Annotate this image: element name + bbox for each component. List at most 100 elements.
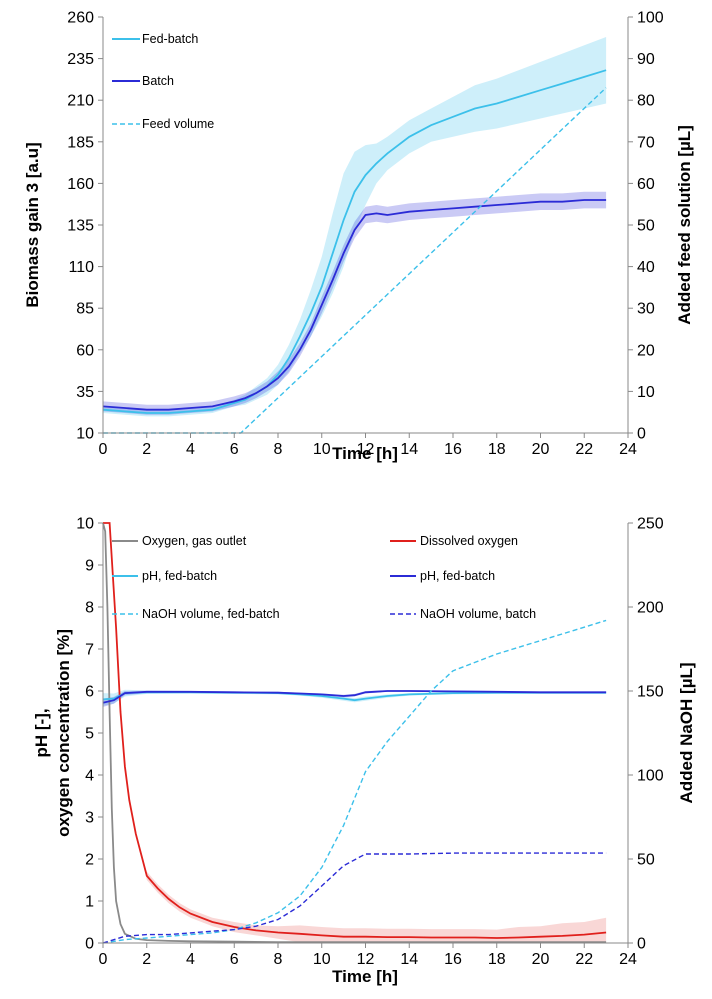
chart-ph-oxygen-ticks: 0 2 4 6 8 10 12 14 16 18 20 22 240123456789100501001… (76, 516, 664, 969)
chart-ph-oxygen-series-0-oxygen-gas-outlet (102, 522, 607, 944)
chart-ph-oxygen-y-axis-label-line-1: pH [-], (32, 708, 51, 757)
chart-biomass-x-tick-label: 8 (274, 441, 283, 458)
chart-biomass-y-tick-label: 235 (67, 51, 94, 68)
chart-biomass-series-0-fed-batch (102, 69, 607, 414)
chart-ph-oxygen-marks (102, 522, 607, 944)
chart-ph-oxygen-y2-tick-label: 150 (637, 684, 664, 701)
chart-ph-oxygen-x-tick-label: 4 (186, 951, 195, 968)
chart-ph-oxygen-series-5-naoh-volume-batch (102, 852, 607, 944)
chart-biomass-y2-tick-label: 40 (637, 259, 655, 276)
chart-ph-oxygen-series-4-naoh-volume-fed-batch (102, 619, 607, 944)
chart-ph-oxygen-y-tick-label: 4 (85, 768, 94, 785)
chart-ph-oxygen-y2-tick-label: 0 (637, 936, 646, 953)
chart-biomass-x-tick-label: 14 (400, 441, 418, 458)
chart-biomass-y-tick-label: 35 (76, 384, 94, 401)
chart-biomass-legend-label-0: Fed-batch (142, 32, 198, 46)
chart-biomass-legend-label-1: Batch (142, 74, 174, 88)
chart-ph-oxygen-x-tick-label: 18 (488, 951, 506, 968)
chart-ph-oxygen-y-tick-label: 10 (76, 516, 94, 533)
chart-biomass-y-tick-label: 160 (67, 176, 94, 193)
chart-biomass-y-tick-label: 210 (67, 93, 94, 110)
chart-ph-oxygen-y2-tick-label: 250 (637, 516, 664, 533)
chart-ph-oxygen-panel: 0 2 4 6 8 10 12 14 16 18 20 22 240123456789100501001… (32, 516, 696, 987)
chart-biomass-y2-tick-label: 70 (637, 134, 655, 151)
chart-ph-oxygen-y-tick-label: 9 (85, 558, 94, 575)
chart-ph-oxygen-x-tick-label: 16 (444, 951, 462, 968)
chart-biomass-marks (102, 37, 607, 434)
chart-ph-oxygen-y-tick-label: 0 (85, 936, 94, 953)
chart-biomass-ticks: 0 2 4 6 8 10 12 14 16 18 20 22 241035608511013516018… (67, 10, 664, 459)
chart-ph-oxygen-y2-axis-label: Added NaOH [µL] (677, 662, 696, 803)
chart-ph-oxygen-x-tick-label: 12 (357, 951, 375, 968)
chart-biomass-y2-tick-label: 100 (637, 10, 664, 27)
chart-biomass-x-tick-label: 6 (230, 441, 239, 458)
chart-ph-oxygen-y2-tick-label: 100 (637, 768, 664, 785)
chart-ph-oxygen-x-tick-label: 8 (274, 951, 283, 968)
chart-ph-oxygen-y-axis-label-line-2: oxygen concentration [%] (54, 629, 73, 837)
chart-biomass-band-0-fed-batch (103, 37, 607, 417)
chart-biomass-y2-tick-label: 0 (637, 426, 646, 443)
chart-ph-oxygen-x-tick-label: 2 (142, 951, 151, 968)
chart-biomass-legend: Fed-batch Batch Feed volume (112, 32, 214, 131)
chart-ph-oxygen-y-tick-label: 1 (85, 894, 94, 911)
chart-ph-oxygen-legend-label-1: Dissolved oxygen (420, 534, 518, 548)
chart-biomass-y2-tick-label: 20 (637, 342, 655, 359)
chart-biomass-legend-label-2: Feed volume (142, 117, 214, 131)
chart-ph-oxygen-y-tick-label: 8 (85, 600, 94, 617)
chart-ph-oxygen-x-axis-label: Time [h] (332, 967, 398, 986)
chart-biomass-y2-tick-label: 30 (637, 301, 655, 318)
chart-ph-oxygen-y-tick-label: 6 (85, 684, 94, 701)
chart-ph-oxygen-x-tick-label: 14 (400, 951, 418, 968)
chart-biomass-x-tick-label: 20 (532, 441, 550, 458)
chart-biomass-band-1-batch (103, 191, 607, 415)
chart-ph-oxygen-legend-label-4: NaOH volume, fed-batch (142, 607, 280, 621)
chart-biomass-y2-axis-label: Added feed solution [µL] (675, 125, 694, 325)
chart-biomass-y-tick-label: 260 (67, 10, 94, 27)
chart-ph-oxygen-y-tick-label: 3 (85, 810, 94, 827)
chart-ph-oxygen-x-tick-label: 22 (575, 951, 593, 968)
chart-ph-oxygen-y-tick-label: 5 (85, 726, 94, 743)
chart-ph-oxygen-legend: Oxygen, gas outlet Dissolved oxygen pH, fe… (112, 534, 536, 621)
chart-biomass-y-tick-label: 135 (67, 218, 94, 235)
chart-biomass-series-1-batch (102, 199, 607, 411)
chart-ph-oxygen-y-axis-label: pH [-], oxygen concentration [%] (32, 629, 73, 837)
chart-biomass-x-tick-label: 2 (142, 441, 151, 458)
chart-ph-oxygen-legend-label-0: Oxygen, gas outlet (142, 534, 247, 548)
chart-ph-oxygen-legend-label-3: pH, fed-batch (420, 569, 495, 583)
chart-ph-oxygen-y2-tick-label: 200 (637, 600, 664, 617)
chart-ph-oxygen-legend-label-2: pH, fed-batch (142, 569, 217, 583)
chart-biomass-y2-tick-label: 50 (637, 218, 655, 235)
chart-ph-oxygen-x-tick-label: 24 (619, 951, 637, 968)
chart-ph-oxygen-x-tick-label: 10 (313, 951, 331, 968)
chart-ph-oxygen-series-3-ph-fed-batch (102, 690, 607, 704)
chart-ph-oxygen-series-1-dissolved-oxygen (103, 522, 607, 939)
chart-biomass-y-tick-label: 85 (76, 301, 94, 318)
chart-ph-oxygen-x-tick-label: 0 (99, 951, 108, 968)
chart-biomass-y-tick-label: 185 (67, 134, 94, 151)
chart-biomass-x-tick-label: 10 (313, 441, 331, 458)
chart-ph-oxygen-y2-tick-label: 50 (637, 852, 655, 869)
chart-biomass-y2-tick-label: 90 (637, 51, 655, 68)
chart-biomass-panel: 0 2 4 6 8 10 12 14 16 18 20 22 241035608511013516018… (23, 10, 694, 464)
chart-ph-oxygen-x-tick-label: 6 (230, 951, 239, 968)
chart-biomass-y-tick-label: 60 (76, 342, 94, 359)
chart-biomass-y2-tick-label: 80 (637, 93, 655, 110)
chart-ph-oxygen-y-tick-label: 2 (85, 852, 94, 869)
chart-biomass-x-tick-label: 0 (99, 441, 108, 458)
chart-biomass-y2-tick-label: 10 (637, 384, 655, 401)
chart-biomass-x-tick-label: 4 (186, 441, 195, 458)
chart-biomass-y-axis-label: Biomass gain 3 [a.u] (23, 142, 42, 307)
chart-biomass-x-tick-label: 24 (619, 441, 637, 458)
chart-biomass-x-tick-label: 16 (444, 441, 462, 458)
chart-biomass-x-tick-label: 18 (488, 441, 506, 458)
chart-ph-oxygen-x-tick-label: 20 (532, 951, 550, 968)
chart-biomass-x-axis-label: Time [h] (332, 444, 398, 463)
chart-biomass-y-tick-label: 110 (68, 259, 94, 276)
chart-biomass-x-tick-label: 22 (575, 441, 593, 458)
chart-biomass-x-tick-label: 12 (357, 441, 375, 458)
chart-ph-oxygen-legend-label-5: NaOH volume, batch (420, 607, 536, 621)
chart-ph-oxygen-y-tick-label: 7 (85, 642, 94, 659)
chart-biomass-y2-tick-label: 60 (637, 176, 655, 193)
